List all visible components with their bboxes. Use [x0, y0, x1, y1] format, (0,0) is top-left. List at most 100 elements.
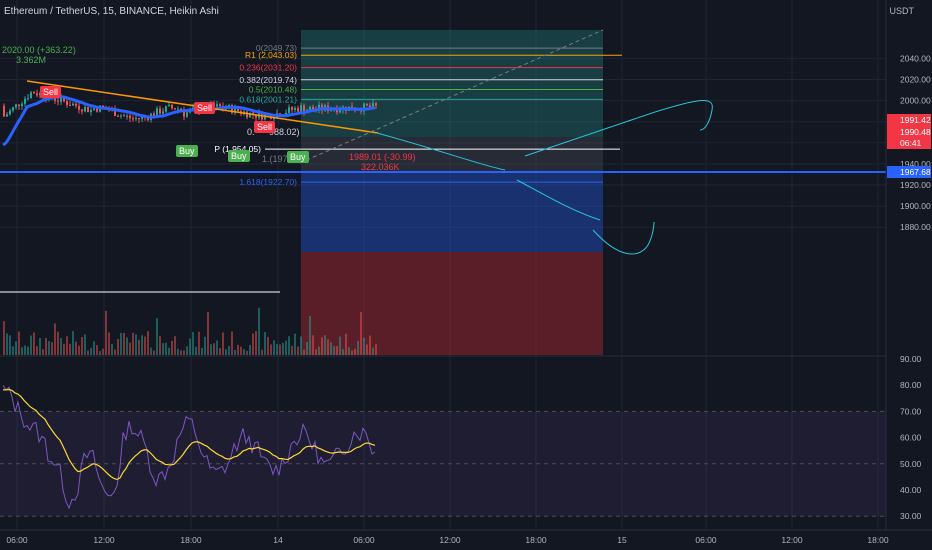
volume-bar [375, 344, 377, 355]
fib-label-7: 1.618(1922.70) [239, 177, 297, 187]
price-tag: 06:41 [900, 138, 922, 148]
volume-bar [222, 332, 224, 355]
volume-bar [324, 335, 326, 355]
volume-bar [168, 347, 170, 355]
volume-bar [342, 349, 344, 355]
fib-label-2: 0.236(2031.20) [239, 63, 297, 73]
change-label: 2020.00 (+363.22) [2, 45, 76, 55]
volume-bar [159, 336, 161, 355]
volume-bar [129, 342, 131, 355]
volume-bar [279, 344, 281, 355]
volume-bar [264, 332, 266, 355]
volume-bar [39, 337, 41, 355]
candle-body [162, 111, 164, 114]
volume-bar [99, 350, 101, 355]
volume-bar [51, 342, 53, 355]
candle-body [153, 113, 155, 117]
candle-body [126, 115, 128, 117]
volume-bar [195, 346, 197, 355]
candle-body [156, 108, 158, 117]
volume-bar [213, 343, 215, 355]
volume-bar [18, 331, 20, 355]
volume-bar [249, 344, 251, 355]
volume-bar [228, 346, 230, 355]
candle-body [96, 108, 98, 112]
volume-bar [273, 340, 275, 355]
volume-bar [30, 335, 32, 355]
candle-body [165, 106, 167, 112]
volume-bar [153, 350, 155, 355]
volume-bar [219, 348, 221, 355]
candle-body [87, 106, 89, 113]
candle-body [180, 108, 182, 110]
volume-bar [15, 341, 17, 355]
rsi-pane[interactable] [0, 385, 886, 517]
volume-bar [243, 349, 245, 355]
candle-body [90, 109, 92, 113]
symbol-title: Ethereum / TetherUS, 15, BINANCE, Heikin… [4, 6, 219, 17]
volume-bar [357, 341, 359, 355]
volume-bar [183, 350, 185, 355]
volume-bar [165, 342, 167, 355]
volume-bar [66, 336, 68, 355]
volume-bar [258, 307, 260, 355]
candle-body [78, 105, 80, 110]
moving-average-line [2, 95, 376, 147]
volume-bar [180, 350, 182, 355]
candle-body [375, 103, 377, 106]
price-tick: 2000.00 [900, 96, 931, 106]
candle-body [336, 109, 338, 113]
volume-bar [252, 333, 254, 355]
volume-bar [192, 332, 194, 355]
price-tag: 1990.48 [900, 127, 931, 137]
volume-bar [126, 337, 128, 355]
candle-body [237, 107, 239, 112]
volume-label: 3.362M [16, 55, 47, 65]
forecast-curve-2 [524, 99, 713, 157]
volume-bar [78, 345, 80, 355]
volume-bar [171, 340, 173, 355]
candle-body [294, 107, 296, 110]
candle-body [132, 118, 134, 120]
fib-label-1: R1 (2,043.03) [245, 50, 297, 60]
price-tick: 2040.00 [900, 53, 931, 63]
volume-bar [132, 332, 134, 355]
volume-bar [162, 343, 164, 355]
volume-bar [27, 346, 29, 355]
volume-bar [210, 344, 212, 355]
forecast-curve-1 [376, 132, 506, 171]
volume-bar [300, 336, 302, 355]
price-tag: 1967.68 [900, 167, 931, 177]
price-tag-bg [887, 126, 931, 138]
volume-bar [6, 333, 8, 355]
volume-bar [75, 341, 77, 355]
price-tick: 1940.00 [900, 159, 931, 169]
volume-bar [285, 340, 287, 355]
volume-bar [177, 348, 179, 355]
candle-body [84, 106, 86, 112]
volume-bar [120, 332, 122, 355]
candle-body [135, 118, 137, 120]
volume-bar [297, 346, 299, 355]
volume-bar [45, 338, 47, 355]
candle-body [318, 104, 320, 110]
price-tag-bg [887, 137, 931, 149]
volume-bar [267, 336, 269, 355]
forecast-curve-3 [516, 179, 601, 221]
rsi-tick: 30.00 [900, 511, 922, 521]
price-tag-bg [887, 166, 931, 178]
volume-bar [207, 311, 209, 355]
volume-bar [255, 331, 257, 355]
rsi-tick: 60.00 [900, 433, 922, 443]
candle-body [27, 98, 29, 100]
candle-body [183, 109, 185, 117]
candle-body [120, 115, 122, 117]
fib-label-3: 0.382(2019.74) [239, 75, 297, 85]
volume-bar [36, 346, 38, 355]
candle-body [30, 92, 32, 99]
volume-bar [42, 349, 44, 355]
volume-bar [204, 336, 206, 355]
fib-retracement-zone[interactable]: 0(2049.73)R1 (2,043.03)0.236(2031.20)0.3… [0, 30, 932, 355]
volume-bar [147, 331, 149, 355]
